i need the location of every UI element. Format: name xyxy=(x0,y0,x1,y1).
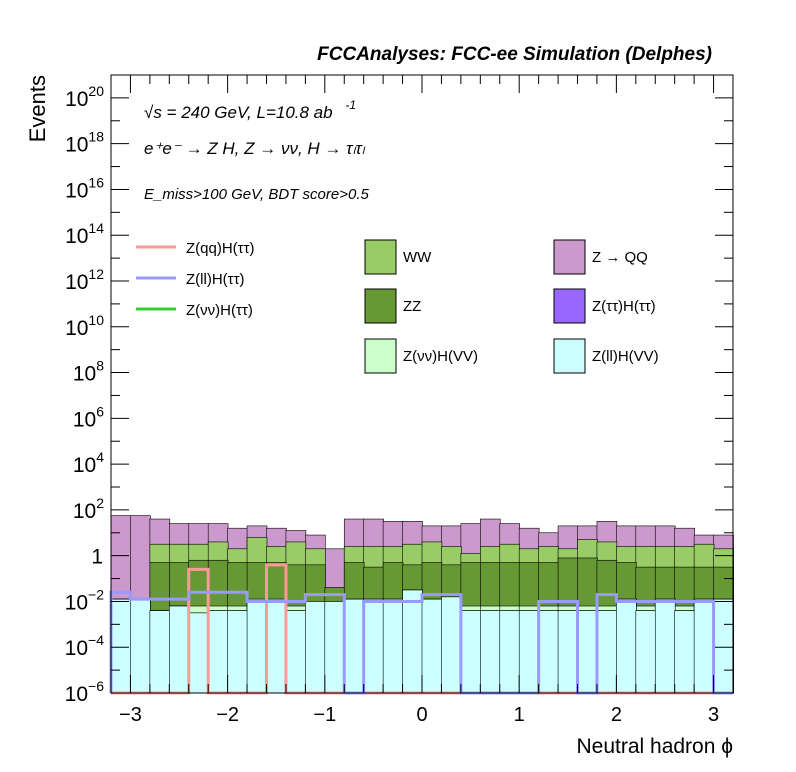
selection-annotation: E_miss>100 GeV, BDT score>0.5 xyxy=(144,186,369,203)
bar xyxy=(382,598,404,694)
x-axis-label: Neutral hadron ϕ xyxy=(576,735,733,758)
y-tick-label: 1012 xyxy=(65,266,104,294)
energy-annotation: √s = 240 GeV, L=10.8 ab -1 xyxy=(144,98,356,122)
bar xyxy=(246,598,268,694)
legend-line-label: Z(qq)H(ττ) xyxy=(186,240,255,257)
series-z-ll-h-vv- xyxy=(110,589,734,694)
bar xyxy=(616,598,637,694)
legend-box-swatch xyxy=(553,288,586,324)
y-tick-label: 108 xyxy=(73,358,104,386)
x-tick-label: −3 xyxy=(119,704,142,726)
y-tick-label: 1016 xyxy=(65,174,104,202)
bar xyxy=(266,598,287,694)
bar xyxy=(305,601,326,694)
bar xyxy=(441,596,462,694)
bar xyxy=(421,598,443,694)
y-axis-label: Events xyxy=(25,75,50,142)
process-annotation: e⁺e⁻ → Z H, Z → νν, H → τₗτₗ xyxy=(144,139,366,158)
y-tick-label: 1020 xyxy=(65,83,104,111)
bar xyxy=(149,610,171,694)
bar xyxy=(207,610,229,694)
legend-box-label: Z → QQ xyxy=(592,249,648,266)
y-tick-label: 10−6 xyxy=(65,678,105,706)
y-tick-label: 106 xyxy=(73,403,104,431)
bar xyxy=(402,589,423,694)
legend-box-label: Z(ττ)H(ττ) xyxy=(592,298,656,315)
y-tick-label: 10−2 xyxy=(65,586,105,614)
x-tick-label: 2 xyxy=(611,704,622,726)
bar xyxy=(713,598,734,694)
stack-layer xyxy=(110,515,734,694)
bar xyxy=(499,610,520,694)
legend-box-swatch xyxy=(553,239,586,275)
bar xyxy=(577,610,598,694)
legend-box-label: Z(νν)H(VV) xyxy=(403,348,478,365)
legend-box-label: ZZ xyxy=(403,298,421,315)
bar xyxy=(130,598,151,694)
y-tick-label: 1018 xyxy=(65,129,104,157)
y-tick-label: 1 xyxy=(91,546,103,569)
x-tick-label: 1 xyxy=(514,704,525,726)
bar xyxy=(538,610,559,694)
bar xyxy=(363,598,384,694)
axis-layer: −3 −2 −1 0 1 2 3 10−6 10−4 10−2 1 102 104 106 108 1010 1… xyxy=(65,74,734,726)
bar xyxy=(596,610,618,694)
bar xyxy=(324,601,346,694)
bar xyxy=(693,598,715,694)
bar xyxy=(674,610,695,694)
bar xyxy=(285,610,307,694)
bar xyxy=(460,610,482,694)
bar xyxy=(188,612,209,694)
legend-box-label: WW xyxy=(403,249,432,266)
x-tick-label: −1 xyxy=(313,704,336,726)
y-tick-label: 1010 xyxy=(65,312,104,340)
legend-box-swatch xyxy=(553,338,586,374)
legend-box-swatch xyxy=(364,239,397,275)
bar xyxy=(169,605,190,694)
bar xyxy=(635,610,657,694)
y-tick-label: 102 xyxy=(73,495,104,523)
bar xyxy=(480,610,501,694)
bar xyxy=(557,610,579,694)
bar xyxy=(343,598,365,694)
bar xyxy=(654,598,676,694)
x-tick-label: 3 xyxy=(708,704,719,726)
x-tick-label: −2 xyxy=(216,704,239,726)
legend-box-swatch xyxy=(364,288,397,324)
x-tick-label: 0 xyxy=(416,704,427,726)
bar xyxy=(227,610,248,694)
energy-exponent: -1 xyxy=(345,98,356,112)
bar xyxy=(518,610,540,694)
legend-line-label: Z(νν)H(ττ) xyxy=(186,302,253,319)
bar xyxy=(110,598,132,694)
line-z-ll-h- xyxy=(109,590,733,695)
legend-line-label: Z(ll)H(ττ) xyxy=(186,271,245,288)
y-tick-label: 1014 xyxy=(65,220,104,248)
legend-box-label: Z(ll)H(VV) xyxy=(592,348,659,365)
chart-title: FCCAnalyses: FCC-ee Simulation (Delphes) xyxy=(317,44,712,65)
legend: Z(qq)H(ττ) Z(ll)H(ττ) Z(νν)H(ττ) WW Z → QQ ZZ… xyxy=(136,239,659,374)
legend-box-swatch xyxy=(364,338,397,374)
y-tick-label: 10−4 xyxy=(65,632,105,660)
y-tick-label: 104 xyxy=(73,449,104,477)
energy-text: √s = 240 GeV, L=10.8 ab xyxy=(144,103,333,122)
